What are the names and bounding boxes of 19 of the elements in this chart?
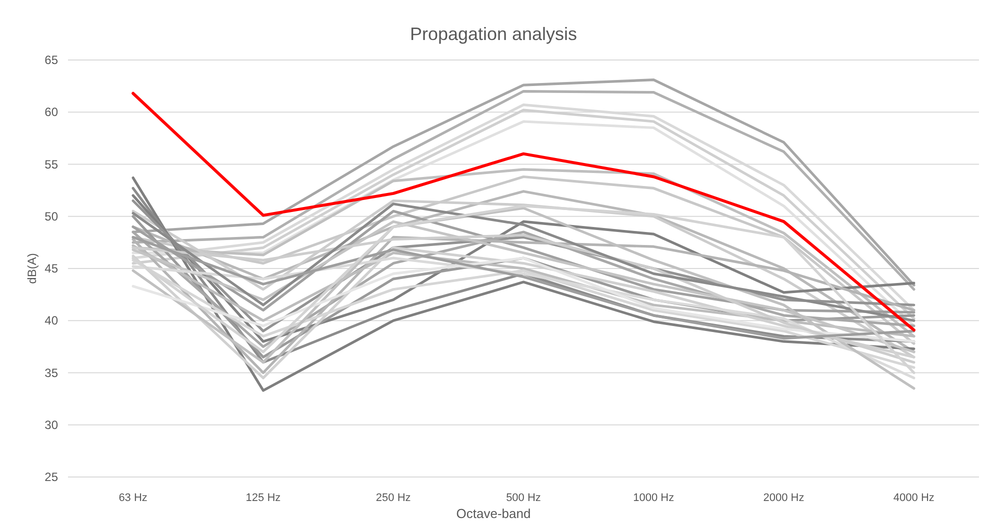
y-tick-label: 40: [44, 314, 58, 328]
y-tick-label: 45: [44, 262, 58, 276]
y-tick-label: 35: [44, 366, 58, 380]
y-tick-label: 50: [44, 209, 58, 224]
chart-title: Propagation analysis: [410, 24, 578, 44]
y-axis-title: dB(A): [25, 253, 39, 284]
x-axis-title: Octave-band: [456, 506, 531, 521]
x-tick-label: 250 Hz: [376, 492, 411, 504]
x-tick-label: 500 Hz: [506, 492, 541, 504]
x-tick-label: 1000 Hz: [633, 492, 674, 504]
y-tick-label: 25: [44, 470, 58, 484]
y-tick-label: 55: [44, 157, 58, 172]
x-tick-label: 125 Hz: [246, 492, 281, 504]
y-tick-label: 65: [44, 53, 58, 67]
y-tick-label: 60: [44, 105, 58, 120]
x-tick-label: 4000 Hz: [893, 492, 934, 504]
x-tick-label: 2000 Hz: [763, 492, 804, 504]
y-tick-label: 30: [44, 418, 58, 432]
x-tick-label: 63 Hz: [118, 492, 148, 504]
